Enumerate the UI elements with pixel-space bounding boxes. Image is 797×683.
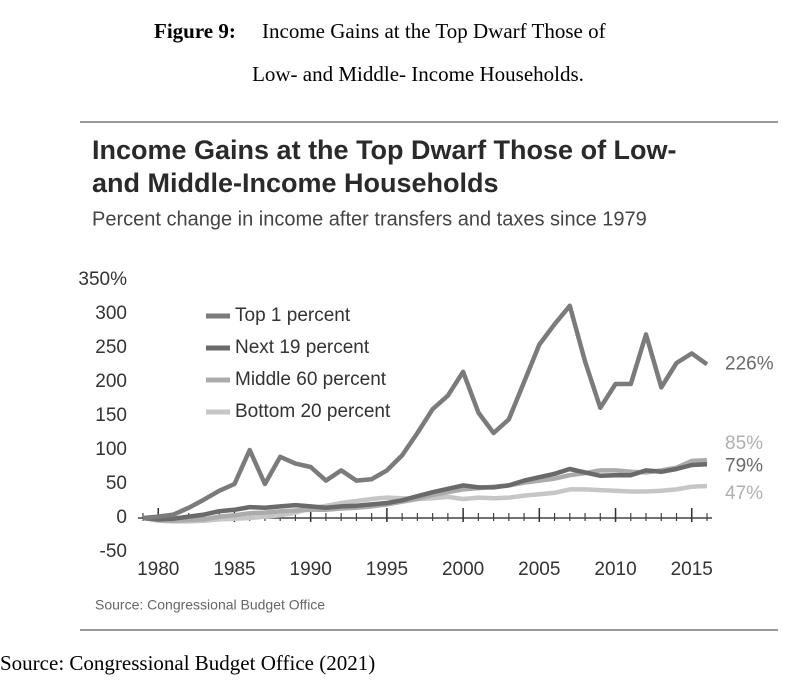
x-tick-label: 1985 bbox=[213, 559, 255, 580]
series-line bbox=[142, 303, 709, 521]
x-tick-label: 1990 bbox=[290, 559, 332, 580]
figure-caption: Low- and Middle- Income Households. bbox=[252, 62, 584, 86]
end-label: 226% bbox=[725, 353, 774, 374]
y-tick-label: 200 bbox=[95, 371, 127, 392]
chart-title: Income Gains at the Top Dwarf Those of L… bbox=[92, 135, 677, 165]
legend-label: Next 19 percent bbox=[235, 337, 370, 358]
footer-source: Source: Congressional Budget Office (202… bbox=[0, 651, 375, 675]
y-tick-label: 100 bbox=[95, 439, 127, 460]
y-tick-label: 0 bbox=[116, 507, 127, 528]
y-tick-label: 250 bbox=[95, 337, 127, 358]
y-tick-label: 350% bbox=[78, 269, 127, 290]
chart-source: Source: Congressional Budget Office bbox=[95, 597, 325, 613]
end-label: 85% bbox=[725, 433, 763, 454]
figure-label: Figure 9: bbox=[154, 19, 236, 43]
chart-title: and Middle-Income Households bbox=[92, 168, 499, 198]
x-tick-label: 2005 bbox=[518, 559, 560, 580]
figure-caption: Income Gains at the Top Dwarf Those of bbox=[262, 19, 606, 43]
legend-label: Top 1 percent bbox=[235, 305, 351, 326]
y-tick-label: 300 bbox=[95, 303, 127, 324]
series-line bbox=[142, 457, 708, 523]
y-tick-label: 150 bbox=[95, 405, 127, 426]
legend-label: Middle 60 percent bbox=[235, 369, 387, 390]
x-tick-label: 1995 bbox=[366, 559, 408, 580]
y-tick-label: 50 bbox=[106, 473, 127, 494]
end-label: 47% bbox=[725, 483, 763, 504]
series-line bbox=[142, 462, 708, 522]
legend-label: Bottom 20 percent bbox=[235, 401, 391, 422]
x-tick-label: 2000 bbox=[442, 559, 484, 580]
y-tick-label: -50 bbox=[100, 541, 127, 562]
x-tick-label: 2010 bbox=[594, 559, 636, 580]
x-tick-label: 1980 bbox=[137, 559, 179, 580]
end-label: 79% bbox=[725, 455, 763, 476]
chart-subtitle: Percent change in income after transfers… bbox=[92, 208, 647, 230]
x-tick-label: 2015 bbox=[671, 559, 713, 580]
